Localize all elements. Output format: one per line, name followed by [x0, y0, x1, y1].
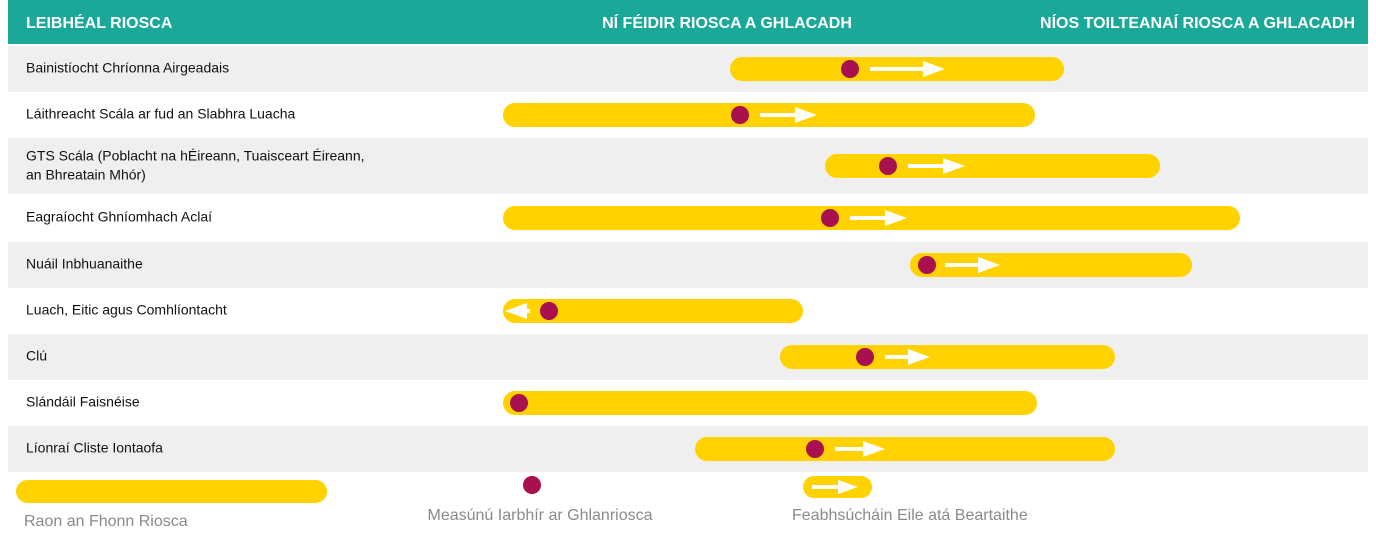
row-label: GTS Scála (Poblacht na hÉireann, Tuaisce…	[26, 148, 365, 164]
row-label: Slándáil Faisnéise	[26, 394, 140, 410]
appetite-range	[503, 299, 803, 323]
legend-arrow	[812, 480, 858, 494]
legend-range: Raon an Fhonn Riosca	[24, 513, 188, 530]
improvement-arrow	[505, 303, 530, 319]
net-risk-dot	[806, 440, 824, 458]
appetite-range	[695, 437, 1115, 461]
row-bg	[8, 138, 1368, 194]
net-risk-dot	[879, 157, 897, 175]
net-risk-dot	[856, 348, 874, 366]
improvement-arrow	[850, 210, 907, 226]
net-risk-dot	[510, 394, 528, 412]
legend-assessment: Measúnú Iarbhír ar Ghlanriosca	[428, 507, 653, 524]
appetite-range	[780, 345, 1115, 369]
row-label: an Bhreatain Mhór)	[26, 167, 146, 183]
net-risk-dot	[821, 209, 839, 227]
improvement-arrow	[908, 158, 965, 174]
header-bar	[8, 0, 1368, 44]
rows: Bainistíocht Chríonna Airgeadais Láithrea…	[8, 46, 1368, 472]
improvement-arrow	[885, 349, 930, 365]
row-bg	[8, 334, 1368, 380]
row-bg	[8, 426, 1368, 472]
header-col2: NÍ FÉIDIR RIOSCA A GHLACADH	[602, 13, 852, 32]
row-label: Nuáil Inbhuanaithe	[26, 256, 143, 272]
row-label: Eagraíocht Ghníomhach Aclaí	[26, 209, 212, 225]
row-label: Clú	[26, 348, 47, 364]
header-col3: NÍOS TOILTEANAÍ RIOSCA A GHLACADH	[1040, 13, 1355, 32]
improvement-arrow	[760, 107, 817, 123]
legend-improvements: Feabhsúcháin Eile atá Beartaithe	[792, 507, 1028, 524]
improvement-arrow	[945, 257, 1000, 273]
net-risk-dot	[540, 302, 558, 320]
legend-dot	[523, 476, 541, 494]
row-label: Bainistíocht Chríonna Airgeadais	[26, 60, 229, 76]
improvement-arrow	[870, 61, 945, 77]
row-label: Líonraí Cliste Iontaofa	[26, 440, 163, 456]
appetite-range	[825, 154, 1160, 178]
header-col1: LEIBHÉAL RIOSCA	[26, 13, 173, 32]
appetite-range	[503, 391, 1037, 415]
legend-range-swatch	[16, 480, 327, 503]
improvement-arrow	[835, 441, 885, 457]
row-label: Luach, Eitic agus Comhlíontacht	[26, 302, 227, 318]
row-label: Láithreacht Scála ar fud an Slabhra Luac…	[26, 106, 296, 122]
net-risk-dot	[918, 256, 936, 274]
net-risk-dot	[731, 106, 749, 124]
row-bg	[8, 46, 1368, 92]
net-risk-dot	[841, 60, 859, 78]
